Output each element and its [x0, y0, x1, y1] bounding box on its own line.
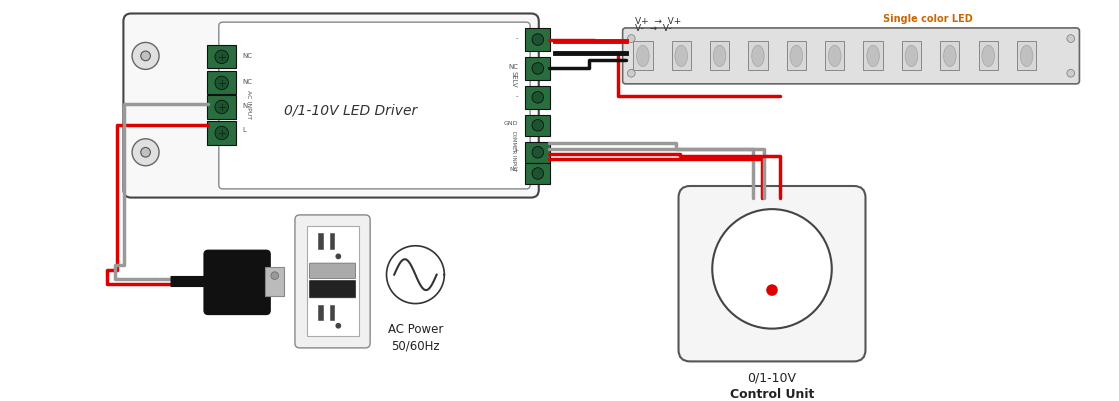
Ellipse shape — [713, 45, 726, 67]
FancyBboxPatch shape — [207, 45, 236, 69]
FancyBboxPatch shape — [219, 22, 530, 189]
FancyBboxPatch shape — [525, 115, 551, 136]
Circle shape — [767, 284, 778, 296]
FancyBboxPatch shape — [525, 142, 551, 163]
FancyBboxPatch shape — [525, 28, 551, 51]
Circle shape — [532, 63, 544, 74]
FancyBboxPatch shape — [525, 86, 551, 109]
FancyBboxPatch shape — [979, 41, 998, 70]
Ellipse shape — [828, 45, 841, 67]
Text: -: - — [516, 93, 518, 99]
Text: GND: GND — [504, 121, 518, 126]
Text: V-  →  V-: V- → V- — [636, 24, 671, 33]
FancyBboxPatch shape — [310, 263, 356, 279]
Ellipse shape — [867, 45, 880, 67]
FancyBboxPatch shape — [622, 28, 1080, 84]
FancyBboxPatch shape — [307, 227, 358, 336]
FancyBboxPatch shape — [787, 41, 806, 70]
FancyBboxPatch shape — [525, 163, 551, 184]
FancyBboxPatch shape — [525, 57, 551, 80]
Text: DIMMER INPUT: DIMMER INPUT — [511, 131, 516, 172]
Circle shape — [215, 50, 228, 64]
Text: NC: NC — [508, 65, 518, 71]
Circle shape — [132, 43, 159, 69]
Circle shape — [532, 34, 544, 45]
Circle shape — [215, 100, 228, 114]
FancyBboxPatch shape — [330, 233, 335, 249]
Ellipse shape — [790, 45, 802, 67]
FancyBboxPatch shape — [678, 186, 865, 361]
Text: SELV: SELV — [510, 71, 517, 87]
Text: AC Power
50/60Hz: AC Power 50/60Hz — [387, 323, 443, 353]
FancyBboxPatch shape — [330, 304, 335, 320]
Ellipse shape — [943, 45, 956, 67]
Ellipse shape — [752, 45, 764, 67]
Circle shape — [532, 146, 544, 158]
FancyBboxPatch shape — [902, 41, 921, 70]
Circle shape — [532, 91, 544, 103]
FancyBboxPatch shape — [207, 95, 236, 119]
FancyBboxPatch shape — [207, 71, 236, 95]
Ellipse shape — [982, 45, 995, 67]
Text: N: N — [242, 103, 247, 109]
Text: -: - — [516, 36, 518, 42]
Circle shape — [132, 139, 159, 166]
Text: NC: NC — [509, 167, 518, 172]
Ellipse shape — [1021, 45, 1033, 67]
Text: 0/1-10V: 0/1-10V — [747, 371, 797, 384]
Text: Single color LED: Single color LED — [883, 14, 974, 24]
Circle shape — [141, 51, 150, 61]
Circle shape — [628, 35, 636, 43]
Text: L: L — [242, 127, 246, 133]
Circle shape — [532, 119, 544, 131]
Text: 0/1-10V LED Driver: 0/1-10V LED Driver — [284, 103, 417, 117]
Circle shape — [1066, 69, 1074, 77]
FancyBboxPatch shape — [318, 304, 323, 320]
Circle shape — [215, 76, 228, 90]
Circle shape — [336, 323, 341, 329]
FancyBboxPatch shape — [295, 215, 370, 348]
FancyBboxPatch shape — [749, 41, 768, 70]
FancyBboxPatch shape — [709, 41, 730, 70]
Text: NC: NC — [242, 53, 252, 59]
Text: AC INPUT: AC INPUT — [246, 89, 251, 119]
Circle shape — [215, 126, 228, 140]
Circle shape — [336, 253, 341, 259]
Ellipse shape — [905, 45, 918, 67]
Text: +: + — [514, 148, 518, 153]
Circle shape — [532, 168, 544, 179]
Circle shape — [141, 148, 150, 157]
FancyBboxPatch shape — [123, 14, 538, 198]
Circle shape — [271, 272, 279, 279]
FancyBboxPatch shape — [825, 41, 845, 70]
Ellipse shape — [675, 45, 687, 67]
Text: NC: NC — [242, 79, 252, 85]
FancyBboxPatch shape — [1017, 41, 1036, 70]
FancyBboxPatch shape — [633, 41, 652, 70]
FancyBboxPatch shape — [671, 41, 690, 70]
FancyBboxPatch shape — [265, 267, 284, 296]
FancyBboxPatch shape — [864, 41, 883, 70]
Circle shape — [628, 69, 636, 77]
FancyBboxPatch shape — [310, 280, 356, 298]
Ellipse shape — [637, 45, 649, 67]
FancyBboxPatch shape — [204, 249, 271, 315]
FancyBboxPatch shape — [940, 41, 959, 70]
FancyBboxPatch shape — [207, 122, 236, 145]
Text: V+  →  V+: V+ → V+ — [636, 17, 681, 26]
Text: Control Unit: Control Unit — [730, 389, 815, 401]
Circle shape — [1066, 35, 1074, 43]
FancyBboxPatch shape — [318, 233, 323, 249]
Circle shape — [713, 209, 831, 329]
